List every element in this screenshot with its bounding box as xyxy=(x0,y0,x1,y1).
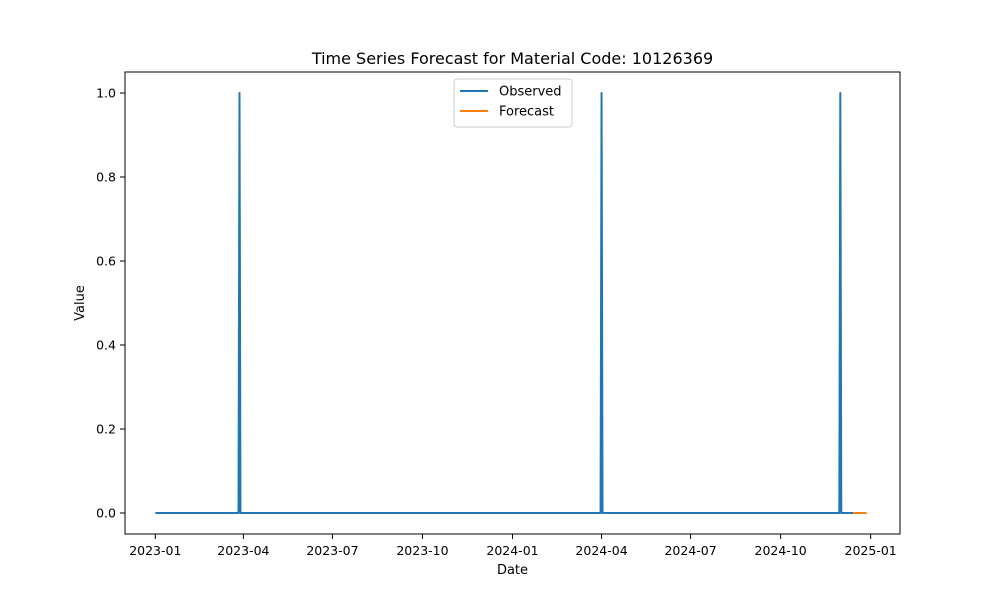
x-axis-label: Date xyxy=(497,563,528,578)
plot-area xyxy=(124,71,901,535)
legend: Observed Forecast xyxy=(453,78,573,128)
legend-label-observed: Observed xyxy=(499,85,562,100)
x-axis-ticks: 2023-01 2023-04 2023-07 2023-10 2024-01 2024-… xyxy=(129,534,897,558)
x-tick-label: 2024-07 xyxy=(664,543,716,558)
x-tick-label: 2023-10 xyxy=(396,543,448,558)
x-tick-label: 2025-01 xyxy=(845,543,897,558)
series-layer xyxy=(155,92,867,514)
x-tick-label: 2024-10 xyxy=(755,543,807,558)
y-tick-label: 1.0 xyxy=(96,86,116,101)
x-tick-label: 2024-01 xyxy=(486,543,538,558)
y-tick-label: 0.0 xyxy=(96,506,116,521)
x-tick-label: 2023-04 xyxy=(217,543,269,558)
y-axis-label: Value xyxy=(73,285,88,321)
y-tick-label: 0.2 xyxy=(96,422,116,437)
x-tick-label: 2024-04 xyxy=(575,543,627,558)
x-tick-label: 2023-01 xyxy=(129,543,181,558)
y-tick-label: 0.4 xyxy=(96,338,116,353)
plot-background xyxy=(125,72,900,534)
chart-title: Time Series Forecast for Material Code: … xyxy=(311,49,713,68)
y-tick-label: 0.6 xyxy=(96,254,116,269)
legend-label-forecast: Forecast xyxy=(499,105,554,120)
y-tick-label: 0.8 xyxy=(96,170,116,185)
x-tick-label: 2023-07 xyxy=(306,543,358,558)
y-axis-ticks: 0.0 0.2 0.4 0.6 0.8 1.0 xyxy=(96,86,125,521)
series-line-observed xyxy=(155,92,854,514)
